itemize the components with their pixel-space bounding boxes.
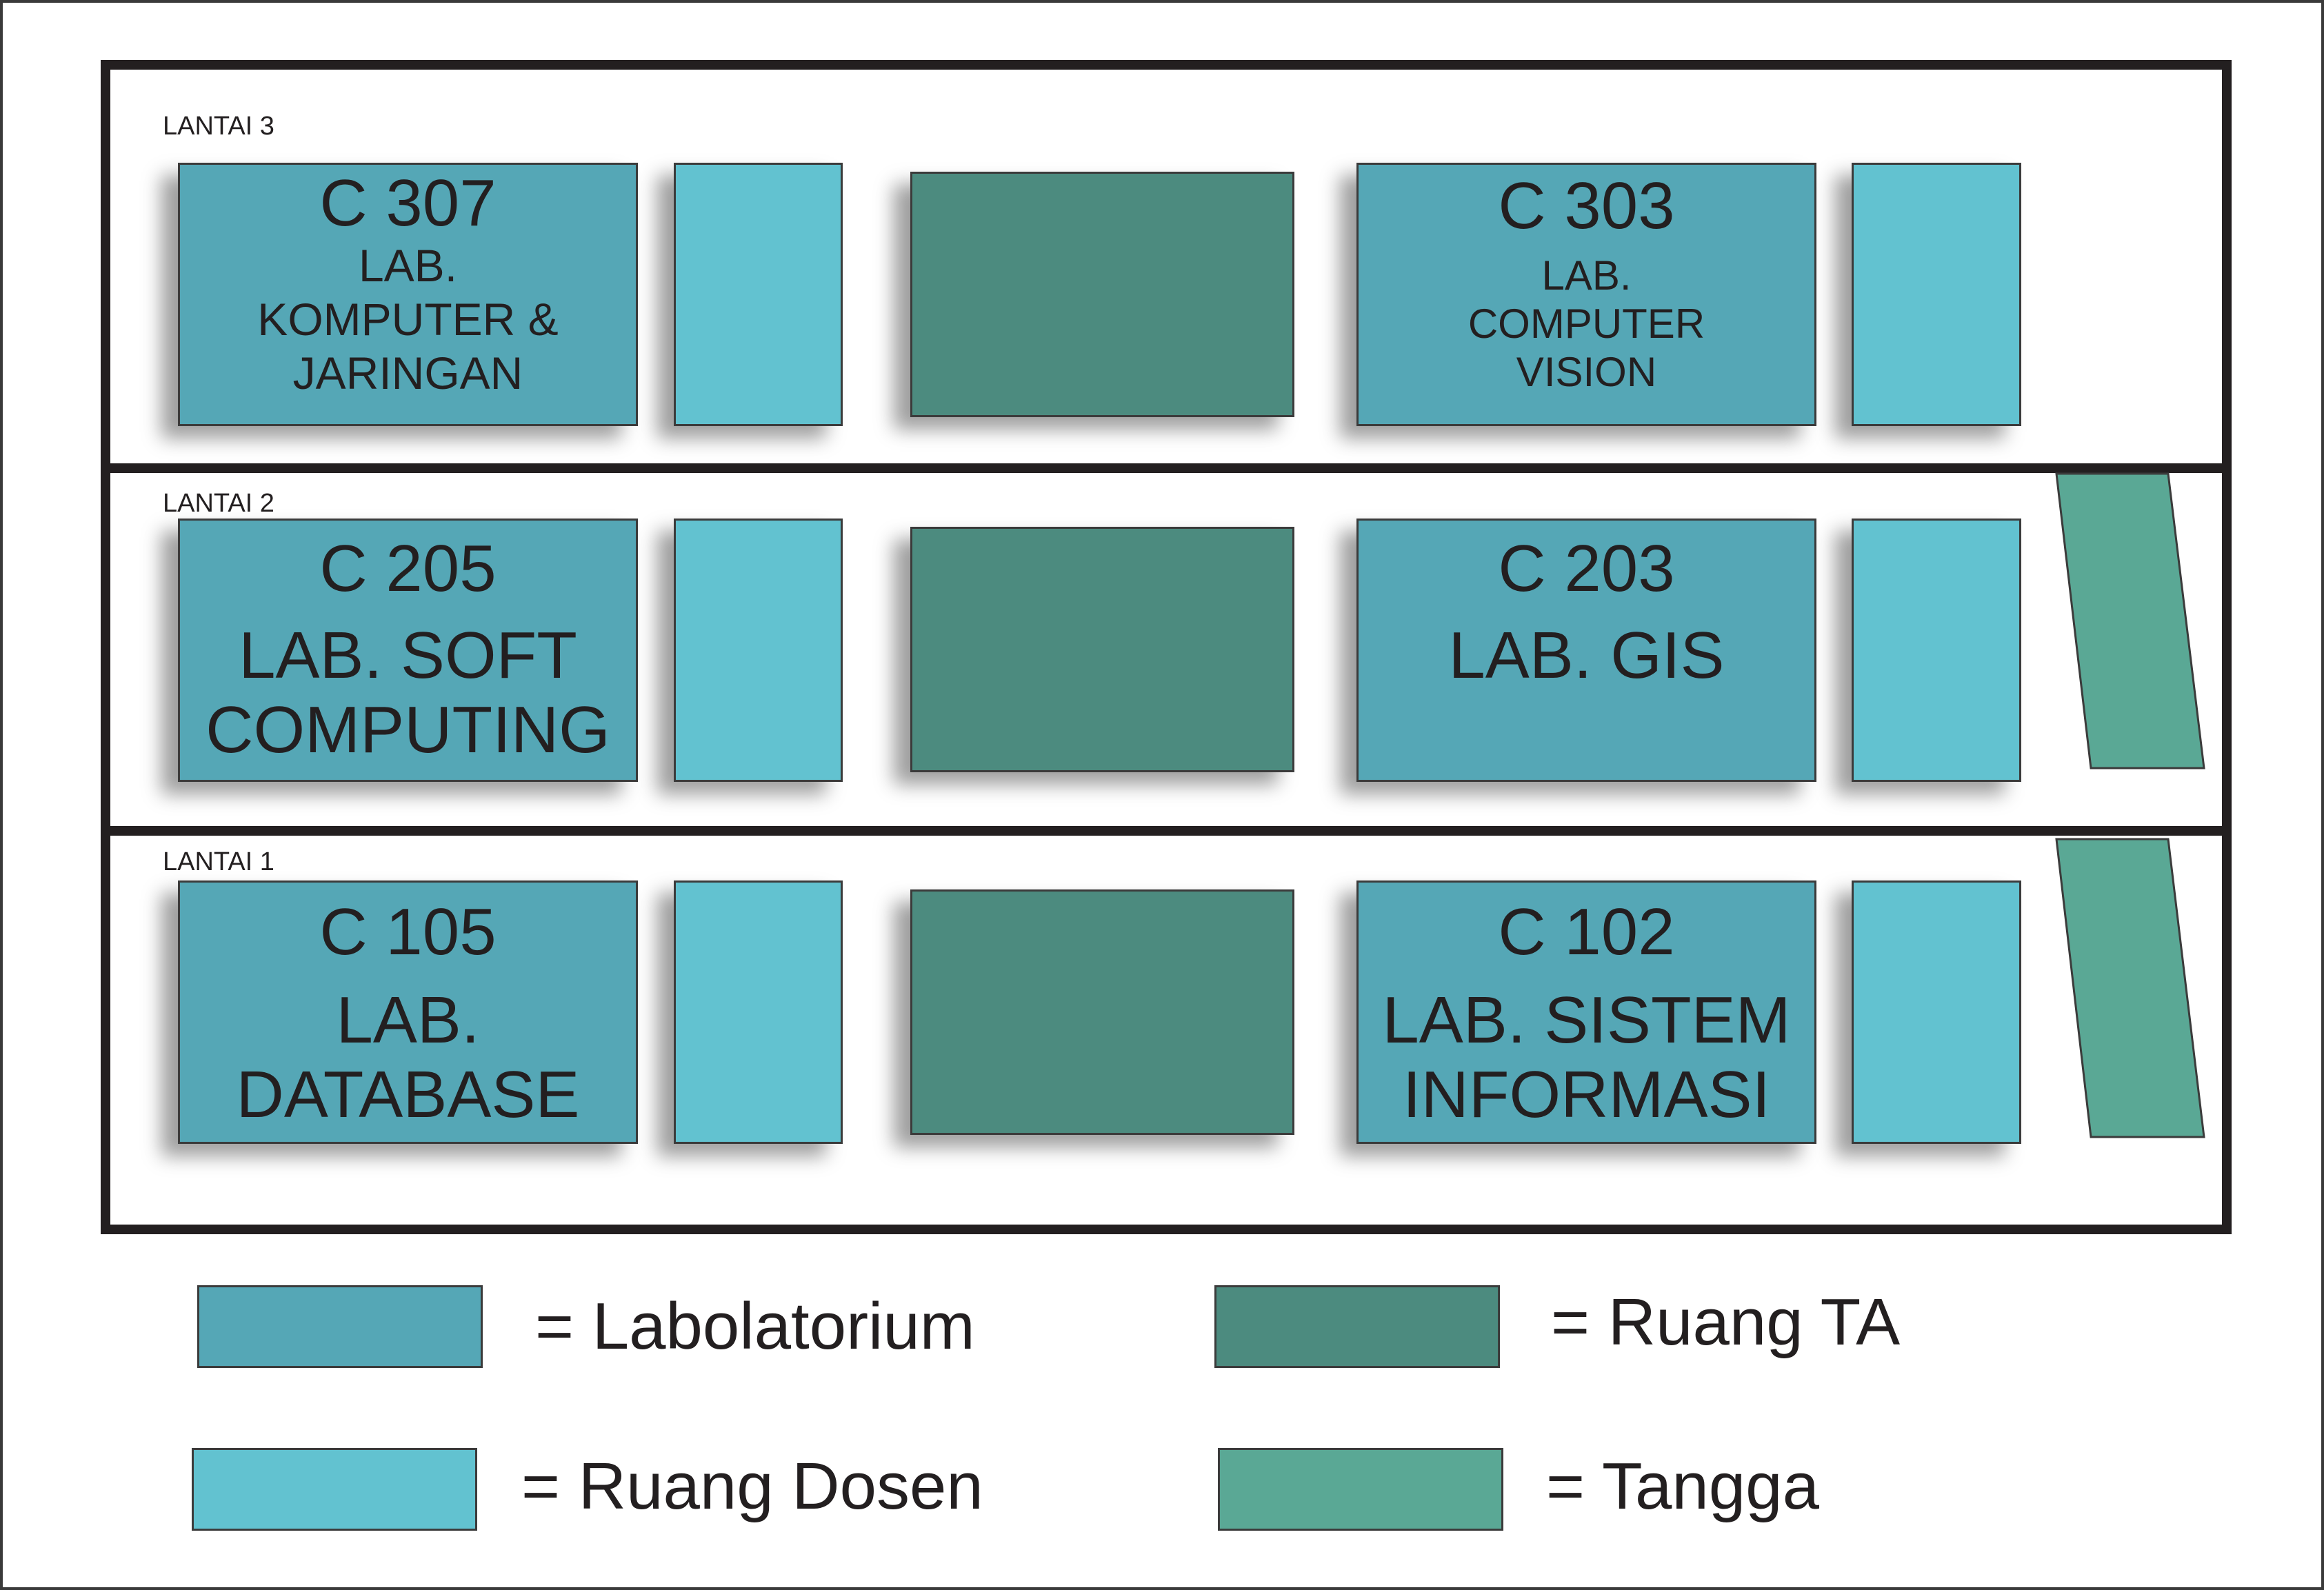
- room-c307: C 307 LAB. KOMPUTER & JARINGAN: [178, 163, 638, 426]
- floor-divider-2-1: [101, 826, 2232, 836]
- room-c102: C 102 LAB. SISTEM INFORMASI: [1356, 880, 1816, 1144]
- floor-label-3: LANTAI 3: [163, 112, 274, 141]
- legend-swatch-tangga: [1218, 1448, 1503, 1531]
- room-ta-1: [910, 889, 1294, 1135]
- room-name-line3: VISION: [1516, 349, 1657, 395]
- room-dosen-1b: [1852, 880, 2021, 1144]
- room-name-line1: LAB.: [1541, 252, 1632, 299]
- stair-1: [2055, 838, 2205, 1138]
- room-name-line2: INFORMASI: [1402, 1058, 1771, 1131]
- legend-swatch-ruang-ta: [1214, 1285, 1500, 1368]
- room-dosen-2a: [674, 519, 843, 782]
- room-c203: C 203 LAB. GIS: [1356, 519, 1816, 782]
- room-name-line2: COMPUTER: [1467, 301, 1705, 347]
- room-code: C 303: [1498, 169, 1675, 243]
- room-dosen-2b: [1852, 519, 2021, 782]
- room-dosen-3b: [1852, 163, 2021, 426]
- legend-swatch-lab: [197, 1285, 483, 1368]
- room-ta-3: [910, 172, 1294, 417]
- room-name-line1: LAB. GIS: [1448, 618, 1725, 692]
- room-name-line2: KOMPUTER &: [257, 294, 559, 345]
- legend-label-lab: = Labolatorium: [535, 1289, 975, 1363]
- room-ta-2: [910, 527, 1294, 772]
- room-dosen-3a: [674, 163, 843, 426]
- room-name-line2: COMPUTING: [206, 693, 610, 767]
- room-code: C 102: [1498, 895, 1675, 969]
- legend-label-ruang-ta: = Ruang TA: [1551, 1285, 1901, 1359]
- stair-shape: [2055, 472, 2205, 769]
- room-name-line1: LAB.: [336, 983, 480, 1057]
- room-name-line1: LAB. SISTEM: [1382, 983, 1791, 1057]
- room-code: C 203: [1498, 532, 1675, 605]
- stair-shape: [2055, 838, 2205, 1138]
- legend-swatch-dosen: [192, 1448, 477, 1531]
- floor-divider-3-2: [101, 463, 2232, 473]
- room-code: C 205: [319, 532, 497, 605]
- room-c105: C 105 LAB. DATABASE: [178, 880, 638, 1144]
- legend-label-dosen: = Ruang Dosen: [521, 1449, 983, 1523]
- legend-label-tangga: = Tangga: [1546, 1449, 1819, 1523]
- floor-label-2: LANTAI 2: [163, 489, 274, 518]
- room-code: C 307: [319, 166, 497, 240]
- room-name-line3: JARINGAN: [292, 348, 523, 399]
- floor-label-1: LANTAI 1: [163, 847, 274, 876]
- room-name-line1: LAB. SOFT: [239, 618, 577, 692]
- room-dosen-1a: [674, 880, 843, 1144]
- room-c205: C 205 LAB. SOFT COMPUTING: [178, 519, 638, 782]
- room-name-line2: DATABASE: [236, 1058, 580, 1131]
- stair-2: [2055, 472, 2205, 769]
- room-name-line1: LAB.: [358, 240, 458, 291]
- room-code: C 105: [319, 895, 497, 969]
- building-outline: [101, 60, 2232, 1234]
- room-c303: C 303 LAB. COMPUTER VISION: [1356, 163, 1816, 426]
